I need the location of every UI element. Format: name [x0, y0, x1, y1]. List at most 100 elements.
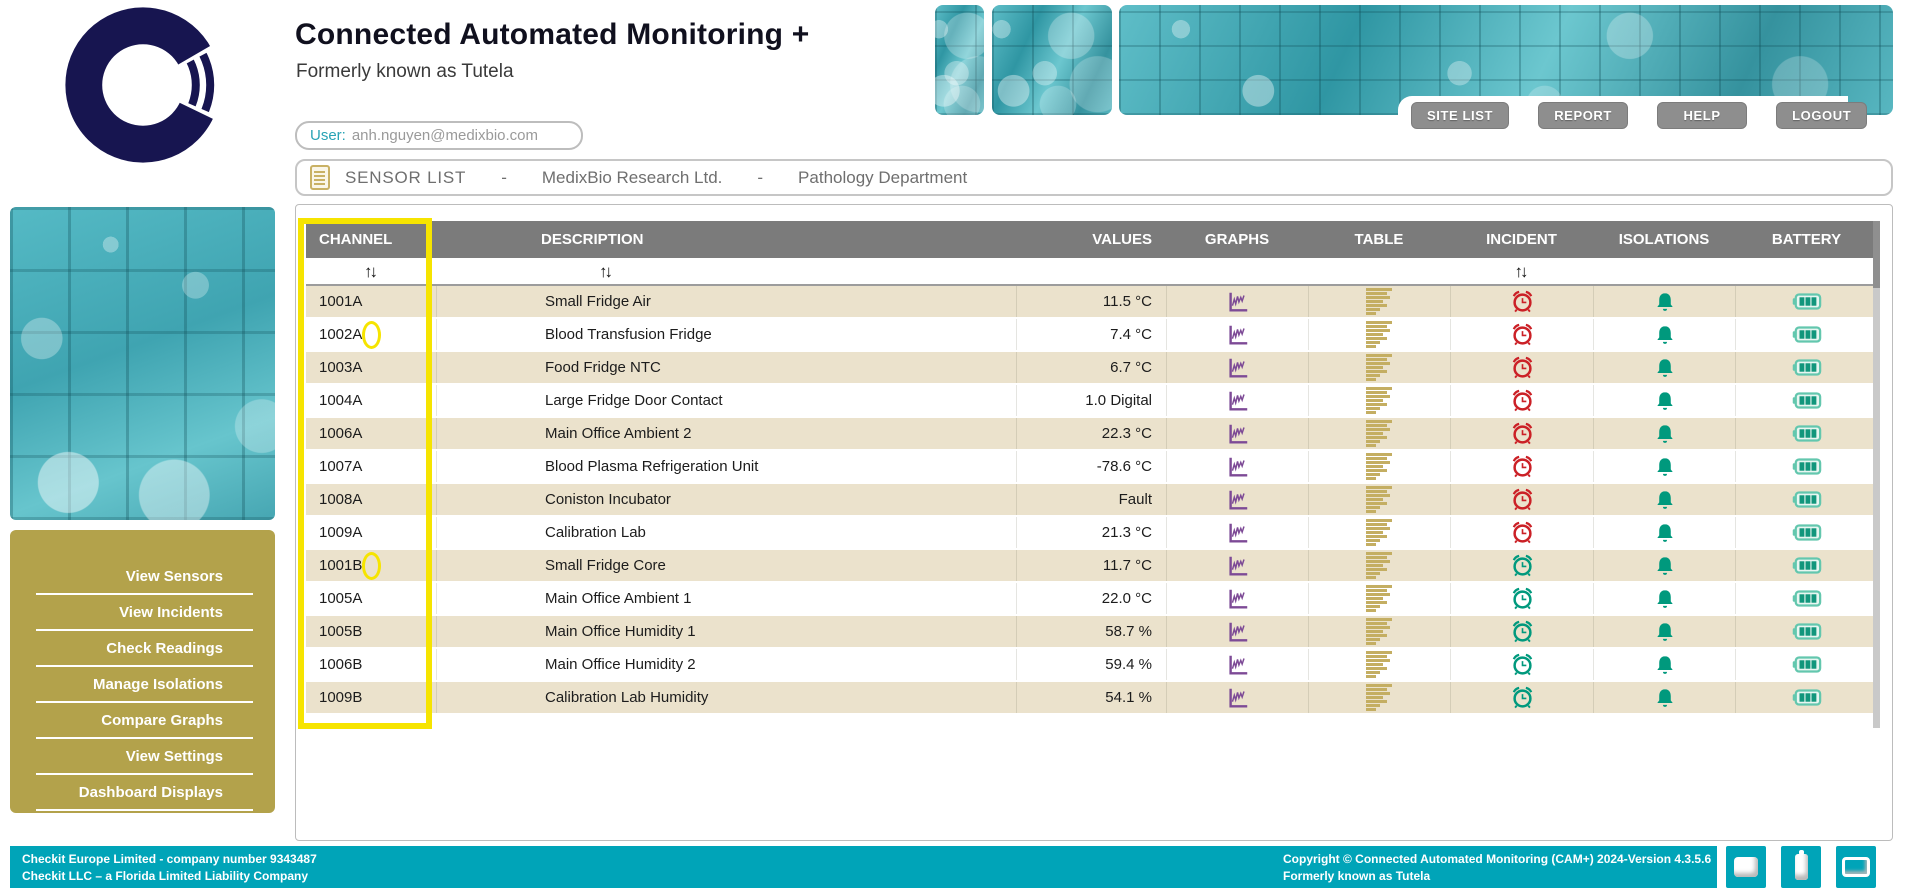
line-graph-icon[interactable] [1166, 319, 1308, 350]
readings-table-icon[interactable] [1308, 352, 1450, 383]
battery-icon[interactable] [1735, 352, 1878, 383]
column-header-battery[interactable]: BATTERY [1735, 231, 1878, 248]
alarm-clock-icon[interactable] [1450, 583, 1593, 614]
bell-icon[interactable] [1593, 418, 1735, 449]
channel-value: 1007A [319, 458, 362, 475]
alarm-clock-icon[interactable] [1450, 616, 1593, 647]
column-header-table[interactable]: TABLE [1308, 231, 1450, 248]
alarm-clock-icon[interactable] [1450, 484, 1593, 515]
scrollbar-track[interactable] [1873, 221, 1880, 728]
bell-icon[interactable] [1593, 484, 1735, 515]
alarm-clock-icon[interactable] [1450, 517, 1593, 548]
sort-toggle-incident-icon[interactable]: ↑↓ [1515, 263, 1529, 280]
alarm-clock-icon[interactable] [1450, 649, 1593, 680]
bell-icon[interactable] [1593, 682, 1735, 713]
alarm-clock-icon[interactable] [1450, 682, 1593, 713]
readings-table-icon[interactable] [1308, 517, 1450, 548]
sidebar-menu-item[interactable]: Manage Isolations [36, 674, 253, 703]
sidebar-menu-item[interactable]: Dashboard Displays [36, 782, 253, 811]
nav-button[interactable]: HELP [1657, 102, 1747, 129]
column-header-incident[interactable]: INCIDENT [1450, 231, 1593, 248]
display-view-button[interactable] [1836, 846, 1876, 888]
reading-value: 59.4 % [1016, 649, 1166, 680]
readings-table-icon[interactable] [1308, 484, 1450, 515]
sort-toggle-channel-icon[interactable]: ↑↓ [364, 263, 378, 280]
line-graph-icon[interactable] [1166, 517, 1308, 548]
alarm-clock-icon[interactable] [1450, 550, 1593, 581]
sensor-row: 1009A Calibration Lab 21.3 °C [306, 517, 1878, 550]
bell-icon[interactable] [1593, 286, 1735, 317]
description-value: Calibration Lab [436, 517, 1016, 548]
nav-button[interactable]: SITE LIST [1411, 102, 1509, 129]
reading-value: 58.7 % [1016, 616, 1166, 647]
battery-icon[interactable] [1735, 682, 1878, 713]
readings-table-icon[interactable] [1308, 385, 1450, 416]
battery-icon[interactable] [1735, 385, 1878, 416]
readings-table-icon[interactable] [1308, 550, 1450, 581]
bell-icon[interactable] [1593, 319, 1735, 350]
readings-table-icon[interactable] [1308, 286, 1450, 317]
sidebar-menu-item[interactable]: View Incidents [36, 602, 253, 631]
reading-value: 54.1 % [1016, 682, 1166, 713]
bell-icon[interactable] [1593, 451, 1735, 482]
sort-toggle-description-icon[interactable]: ↑↓ [599, 263, 613, 280]
readings-table-icon[interactable] [1308, 583, 1450, 614]
banner-art-medium [992, 5, 1112, 115]
sidebar-menu-item[interactable]: View Settings [36, 746, 253, 775]
battery-icon[interactable] [1735, 319, 1878, 350]
line-graph-icon[interactable] [1166, 418, 1308, 449]
readings-table-icon[interactable] [1308, 319, 1450, 350]
alarm-clock-icon[interactable] [1450, 385, 1593, 416]
sidebar-menu-item[interactable]: Check Readings [36, 638, 253, 667]
line-graph-icon[interactable] [1166, 385, 1308, 416]
footer-left-line1: Checkit Europe Limited - company number … [22, 851, 317, 868]
battery-icon[interactable] [1735, 583, 1878, 614]
bell-icon[interactable] [1593, 583, 1735, 614]
bell-icon[interactable] [1593, 385, 1735, 416]
column-header-values[interactable]: VALUES [1016, 231, 1166, 248]
nav-buttons: SITE LIST REPORT HELP LOGOUT [1411, 102, 1867, 129]
alarm-clock-icon[interactable] [1450, 319, 1593, 350]
sidebar-menu-item[interactable]: View Sensors [36, 566, 253, 595]
battery-icon[interactable] [1735, 451, 1878, 482]
desktop-view-button[interactable] [1726, 846, 1766, 888]
readings-table-icon[interactable] [1308, 418, 1450, 449]
column-header-channel[interactable]: CHANNEL [306, 231, 436, 248]
column-header-isolations[interactable]: ISOLATIONS [1593, 231, 1735, 248]
bell-icon[interactable] [1593, 550, 1735, 581]
line-graph-icon[interactable] [1166, 649, 1308, 680]
line-graph-icon[interactable] [1166, 682, 1308, 713]
bell-icon[interactable] [1593, 517, 1735, 548]
line-graph-icon[interactable] [1166, 286, 1308, 317]
column-header-description[interactable]: DESCRIPTION [436, 231, 1016, 248]
battery-icon[interactable] [1735, 616, 1878, 647]
mobile-view-button[interactable] [1781, 846, 1821, 888]
nav-button[interactable]: LOGOUT [1776, 102, 1867, 129]
battery-icon[interactable] [1735, 286, 1878, 317]
readings-table-icon[interactable] [1308, 451, 1450, 482]
battery-icon[interactable] [1735, 418, 1878, 449]
battery-icon[interactable] [1735, 484, 1878, 515]
battery-icon[interactable] [1735, 550, 1878, 581]
alarm-clock-icon[interactable] [1450, 418, 1593, 449]
line-graph-icon[interactable] [1166, 352, 1308, 383]
sidebar-menu-item[interactable]: Compare Graphs [36, 710, 253, 739]
alarm-clock-icon[interactable] [1450, 286, 1593, 317]
line-graph-icon[interactable] [1166, 451, 1308, 482]
battery-icon[interactable] [1735, 649, 1878, 680]
readings-table-icon[interactable] [1308, 682, 1450, 713]
line-graph-icon[interactable] [1166, 550, 1308, 581]
bell-icon[interactable] [1593, 616, 1735, 647]
readings-table-icon[interactable] [1308, 616, 1450, 647]
line-graph-icon[interactable] [1166, 616, 1308, 647]
bell-icon[interactable] [1593, 352, 1735, 383]
alarm-clock-icon[interactable] [1450, 352, 1593, 383]
line-graph-icon[interactable] [1166, 484, 1308, 515]
readings-table-icon[interactable] [1308, 649, 1450, 680]
column-header-graphs[interactable]: GRAPHS [1166, 231, 1308, 248]
battery-icon[interactable] [1735, 517, 1878, 548]
nav-button[interactable]: REPORT [1538, 102, 1628, 129]
line-graph-icon[interactable] [1166, 583, 1308, 614]
alarm-clock-icon[interactable] [1450, 451, 1593, 482]
bell-icon[interactable] [1593, 649, 1735, 680]
